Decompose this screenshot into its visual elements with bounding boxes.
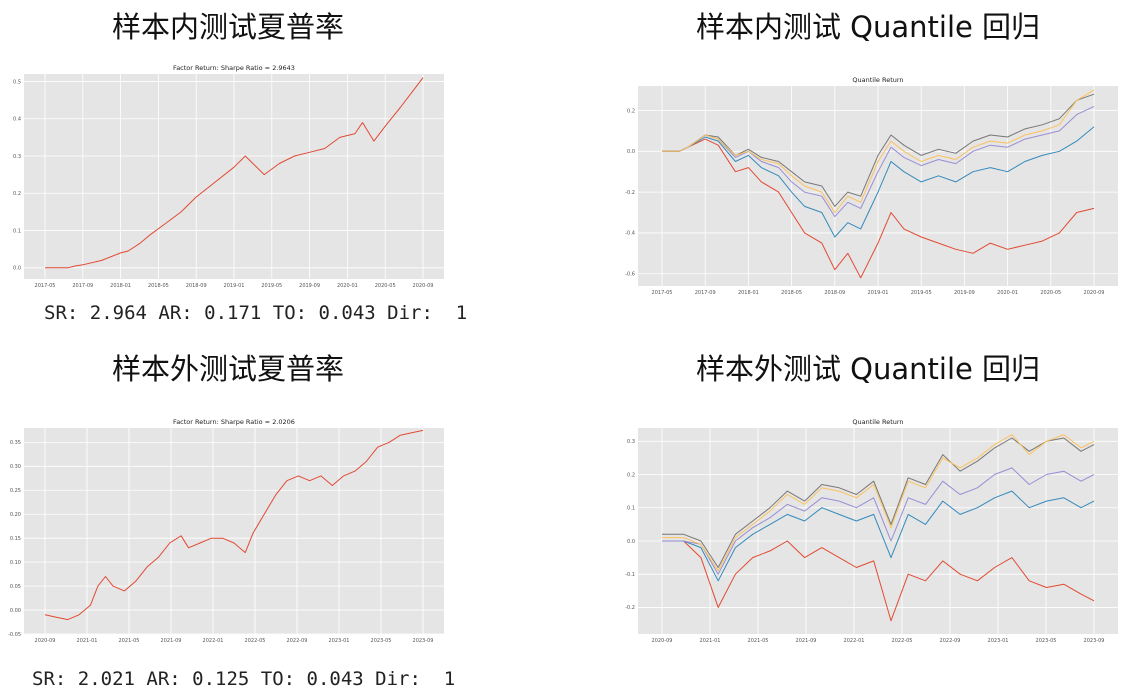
series-line-red [662, 138, 1095, 279]
out-sample-stats: SR: 2.021 AR: 0.125 TO: 0.043 Dir: 1 [32, 668, 456, 690]
x-tick-label: 2021-09 [161, 638, 182, 644]
x-tick-label: 2021-01 [77, 638, 98, 644]
x-tick-label: 2019-09 [954, 290, 975, 296]
y-tick-label: 0.2 [627, 108, 635, 114]
x-tick-label: 2020-01 [337, 283, 358, 289]
y-tick-label: 0.00 [10, 608, 21, 614]
y-tick-label: 0.1 [13, 228, 21, 234]
x-tick-label: 2019-01 [868, 290, 889, 296]
x-tick-label: 2023-09 [1084, 638, 1105, 644]
x-tick-label: 2021-05 [119, 638, 140, 644]
y-tick-label: 0.20 [10, 512, 21, 518]
series-line-gray [662, 93, 1095, 207]
y-tick-label: -0.2 [625, 605, 635, 611]
y-tick-label: 0.1 [627, 506, 635, 512]
chart-title: Quantile Return [852, 418, 903, 426]
x-tick-label: 2020-09 [1084, 290, 1105, 296]
y-tick-label: 0.0 [627, 149, 635, 155]
out-sample-sharpe-chart: Factor Return: Sharpe Ratio = 2.0206 2020… [8, 418, 444, 644]
x-tick-label: 2017-05 [652, 290, 673, 296]
series-line-purple [662, 105, 1095, 218]
y-tick-label: 0.05 [10, 584, 21, 590]
x-tick-label: 2023-01 [329, 638, 350, 644]
x-tick-label: 2022-09 [287, 638, 308, 644]
chart-title: Quantile Return [852, 76, 903, 84]
series-line-red [44, 429, 424, 621]
y-tick-label: 0.2 [13, 191, 21, 197]
x-tick-label: 2020-09 [652, 638, 673, 644]
in-sample-quantile-chart: Quantile Return 2017-05 2017-09 2018-01 2018… [625, 76, 1118, 296]
x-tick-label: 2021-09 [796, 638, 817, 644]
x-tick-label: 2017-09 [72, 283, 93, 289]
series-line-gray [662, 437, 1095, 568]
y-tick-label: 0.10 [10, 560, 21, 566]
series-line-yellow [662, 434, 1095, 572]
y-tick-label: -0.05 [8, 632, 21, 638]
x-tick-label: 2022-05 [892, 638, 913, 644]
y-tick-label: 0.15 [10, 536, 21, 542]
x-tick-label: 2020-01 [997, 290, 1018, 296]
x-tick-label: 2018-01 [738, 290, 759, 296]
x-tick-label: 2018-05 [148, 283, 169, 289]
series-line-red [662, 540, 1095, 622]
y-tick-label: 0.4 [13, 117, 21, 123]
x-tick-label: 2022-05 [245, 638, 266, 644]
x-tick-label: 2021-01 [700, 638, 721, 644]
x-tick-label: 2021-05 [748, 638, 769, 644]
x-tick-label: 2023-09 [413, 638, 434, 644]
out-sample-quantile-chart: Quantile Return 2020-09 2021-01 2021-05 2021… [625, 418, 1118, 644]
series-line-blue [662, 490, 1095, 582]
y-tick-label: -0.1 [625, 572, 635, 578]
x-tick-label: 2018-09 [186, 283, 207, 289]
series-line-red [45, 77, 424, 269]
plot-area [638, 428, 1118, 634]
series-line-blue [662, 126, 1095, 238]
x-tick-label: 2018-09 [824, 290, 845, 296]
chart-title: Factor Return: Sharpe Ratio = 2.0206 [173, 418, 295, 426]
y-tick-label: 0.0 [627, 539, 635, 545]
y-tick-label: 0.25 [10, 488, 21, 494]
x-tick-label: 2017-09 [695, 290, 716, 296]
x-tick-label: 2023-05 [371, 638, 392, 644]
y-tick-label: 0.5 [13, 79, 21, 85]
in-sample-sharpe-chart: Factor Return: Sharpe Ratio = 2.9643 2017… [13, 64, 444, 289]
heading-out-sample-sharpe: 样本外测试夏普率 [111, 352, 345, 386]
x-tick-label: 2023-01 [988, 638, 1009, 644]
y-tick-label: -0.4 [625, 231, 635, 237]
y-tick-label: 0.3 [627, 439, 635, 445]
x-tick-label: 2020-09 [413, 283, 434, 289]
x-tick-label: 2019-05 [261, 283, 282, 289]
x-tick-label: 2019-01 [224, 283, 245, 289]
y-tick-label: 0.0 [13, 266, 21, 272]
x-tick-label: 2022-09 [940, 638, 961, 644]
y-tick-label: 0.30 [10, 464, 21, 470]
series-line-purple [662, 467, 1095, 575]
heading-in-sample-quantile: 样本内测试 Quantile 回归 [695, 10, 1041, 44]
x-tick-label: 2018-05 [781, 290, 802, 296]
x-tick-label: 2022-01 [203, 638, 224, 644]
heading-out-sample-quantile: 样本外测试 Quantile 回归 [695, 352, 1041, 386]
x-tick-label: 2023-05 [1036, 638, 1057, 644]
y-tick-label: -0.6 [625, 272, 635, 278]
x-tick-label: 2017-05 [35, 283, 56, 289]
y-tick-label: 0.2 [627, 472, 635, 478]
x-tick-label: 2022-01 [844, 638, 865, 644]
x-tick-label: 2020-09 [35, 638, 56, 644]
x-tick-label: 2019-05 [911, 290, 932, 296]
plot-area [24, 428, 444, 634]
x-tick-label: 2018-01 [110, 283, 131, 289]
x-tick-label: 2020-05 [375, 283, 396, 289]
x-tick-label: 2020-05 [1040, 290, 1061, 296]
series-line-yellow [662, 89, 1095, 213]
x-tick-label: 2019-09 [299, 283, 320, 289]
y-tick-label: -0.2 [625, 190, 635, 196]
in-sample-stats: SR: 2.964 AR: 0.171 TO: 0.043 Dir: 1 [44, 302, 468, 324]
chart-title: Factor Return: Sharpe Ratio = 2.9643 [173, 64, 295, 72]
y-tick-label: 0.35 [10, 440, 21, 446]
heading-in-sample-sharpe: 样本内测试夏普率 [111, 10, 345, 44]
y-tick-label: 0.3 [13, 154, 21, 160]
